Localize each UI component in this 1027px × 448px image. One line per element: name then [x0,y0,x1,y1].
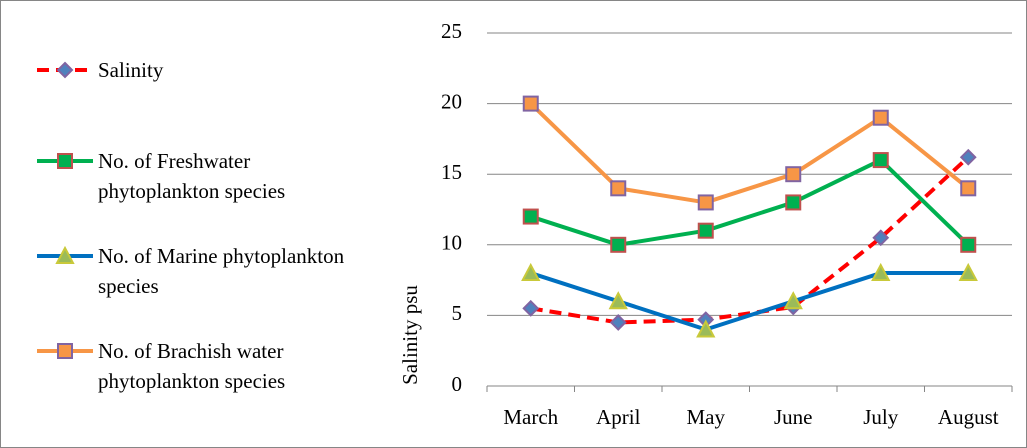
marker [610,236,627,253]
marker [697,194,714,211]
marker [522,299,540,317]
series-line [529,102,970,205]
marker [871,262,891,282]
legend-label: No. of Freshwater phytoplankton species [98,149,286,203]
x-tick-label: May [687,405,726,429]
y-tick-label: 20 [441,89,462,113]
legend-label: No. of Brachish water phytoplankton spec… [98,339,286,393]
x-tick-label: July [863,405,899,429]
marker [521,262,541,282]
marker [522,208,539,225]
legend-marker [57,153,73,169]
y-tick-label: 10 [441,231,462,255]
marker [697,222,714,239]
marker [958,262,978,282]
marker [960,236,977,253]
x-tick-label: August [938,405,999,429]
series-line [530,271,969,332]
marker [872,152,889,169]
marker [522,95,539,112]
x-tick-label: April [596,405,640,429]
y-tick-label: 25 [441,19,462,43]
marker [609,314,627,331]
marker [610,180,627,197]
marker [960,180,977,197]
marker [696,319,716,338]
marker [785,166,802,183]
series-line [530,155,970,325]
y-axis-label: Salinity psu [398,285,422,385]
y-tick-label: 0 [452,372,463,396]
x-tick-label: June [774,405,813,429]
y-tick-label: 15 [441,160,462,184]
series-line [530,158,970,247]
legend-marker [55,245,75,264]
legend-label: No. of Marine phytoplankton species [98,244,345,298]
legend-marker [57,343,73,359]
legend-label: Salinity [98,58,164,82]
marker [783,291,803,310]
y-tick-label: 5 [452,301,463,325]
marker [872,109,889,126]
marker [608,291,628,310]
marker [872,229,890,247]
x-tick-label: March [503,405,558,429]
legend-marker [56,61,74,79]
marker [785,194,802,211]
marker [959,148,977,166]
